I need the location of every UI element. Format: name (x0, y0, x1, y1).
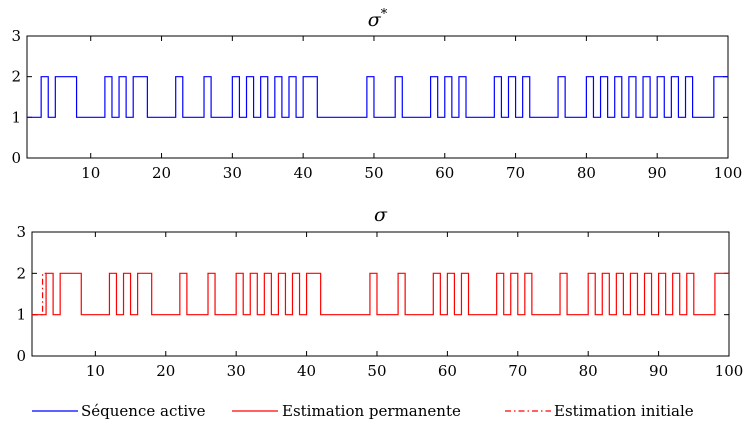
x-tick-label: 30 (223, 164, 242, 182)
y-tick-label: 1 (11, 108, 21, 126)
x-tick-label: 90 (649, 362, 668, 380)
bottom-chart: 10 20 30 40 50 60 70 80 90 100 0 1 2 3 σ (16, 204, 743, 380)
legend-label: Estimation initiale (554, 402, 694, 420)
x-tick-label: 90 (648, 164, 667, 182)
chart-title: σ* (368, 7, 388, 31)
x-tick-label: 50 (367, 362, 386, 380)
axes-box (26, 35, 729, 159)
chart-title-superscript: * (381, 7, 388, 22)
y-tick-label: 3 (11, 27, 21, 45)
x-tick-label: 80 (577, 164, 596, 182)
y-tick-label: 1 (16, 306, 26, 324)
x-tick-label: 30 (227, 362, 246, 380)
chart-title: σ (374, 204, 388, 226)
x-tick-label: 60 (435, 164, 454, 182)
top-chart: 10 20 30 40 50 60 70 80 90 100 0 1 2 3 σ* (11, 7, 742, 182)
legend: Séquence active Estimation permanente Esti… (32, 402, 694, 420)
chart-title-text: σ (374, 204, 388, 226)
x-tick-label: 10 (86, 362, 105, 380)
x-tick-label: 60 (438, 362, 457, 380)
x-tick-label: 80 (579, 362, 598, 380)
x-tick-label: 40 (297, 362, 316, 380)
series-line-estimation-initiale (32, 272, 47, 316)
x-tick-label: 70 (508, 362, 527, 380)
x-tick-label: 50 (364, 164, 383, 182)
x-tick-label: 70 (506, 164, 525, 182)
x-tick-label: 100 (715, 362, 744, 380)
y-tick-label: 0 (16, 347, 26, 365)
series-line-s-quence-active (27, 76, 728, 118)
legend-label: Estimation permanente (282, 402, 461, 420)
x-tick-label: 10 (81, 164, 100, 182)
axes-box (31, 231, 730, 357)
x-tick-label: 100 (714, 164, 743, 182)
y-tick-label: 2 (11, 68, 21, 86)
chart-title-text: σ (368, 9, 382, 31)
y-tick-label: 2 (16, 264, 26, 282)
series-line-estimation-permanente (32, 272, 729, 316)
legend-label: Séquence active (81, 402, 206, 420)
x-tick-label: 20 (152, 164, 171, 182)
x-tick-label: 20 (156, 362, 175, 380)
x-tick-label: 40 (294, 164, 313, 182)
y-tick-label: 0 (11, 149, 21, 167)
y-tick-label: 3 (16, 223, 26, 241)
